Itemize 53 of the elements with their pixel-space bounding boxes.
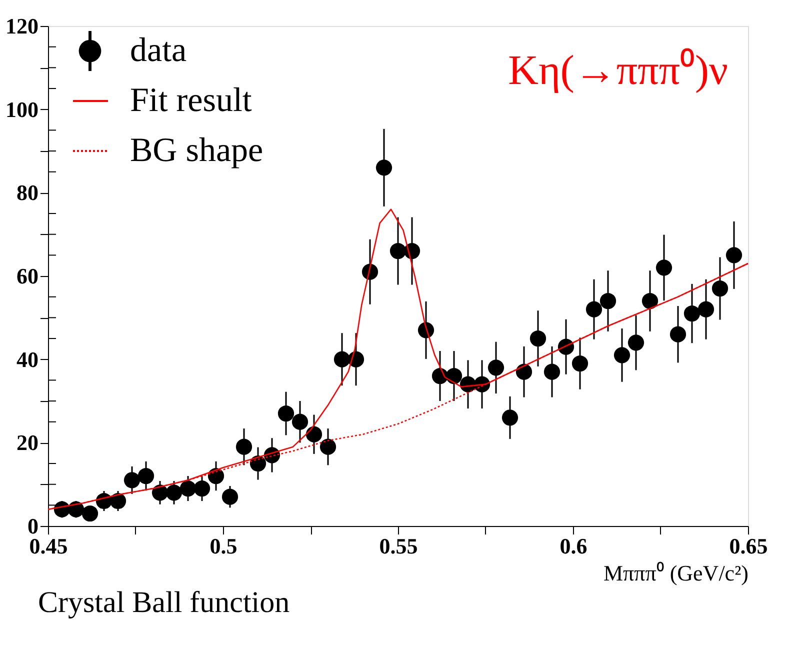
point xyxy=(404,242,420,260)
point xyxy=(670,326,686,342)
point xyxy=(110,492,126,510)
point xyxy=(138,468,154,484)
point xyxy=(390,242,406,260)
point xyxy=(306,426,322,442)
point xyxy=(180,480,196,497)
point xyxy=(726,247,742,264)
y-tick-label: 100 xyxy=(6,96,38,122)
point xyxy=(320,438,336,455)
point xyxy=(628,334,644,351)
point xyxy=(712,280,728,297)
point xyxy=(334,351,350,368)
point xyxy=(586,301,602,318)
legend-label: BG shape xyxy=(130,132,264,169)
point xyxy=(558,338,574,355)
point xyxy=(530,330,546,347)
x-tick-label: 0.5 xyxy=(210,534,238,558)
x-tick-label: 0.6 xyxy=(560,534,588,558)
y-tick-label: 60 xyxy=(16,264,38,288)
point xyxy=(642,292,658,310)
point xyxy=(348,351,364,368)
point xyxy=(656,260,672,276)
legend-label: Fit result xyxy=(130,82,252,119)
point xyxy=(292,414,308,430)
annotation: Kη(→πππ⁰)ν xyxy=(508,48,728,94)
point xyxy=(376,160,392,176)
point xyxy=(684,305,700,322)
text: Crystal Ball function xyxy=(38,586,290,619)
point xyxy=(194,480,210,497)
legend-label: data xyxy=(130,32,187,69)
y-tick-label: 40 xyxy=(16,346,38,372)
point xyxy=(614,347,630,364)
point xyxy=(82,505,98,522)
point xyxy=(516,364,532,380)
point xyxy=(278,405,294,422)
x-axis-title: Mπππ⁰ (GeV/c²) xyxy=(603,560,748,586)
point xyxy=(446,368,462,384)
point xyxy=(166,484,182,501)
y-tick-label: 120 xyxy=(6,14,38,38)
y-tick-label: 20 xyxy=(16,430,38,456)
point xyxy=(544,364,560,380)
point xyxy=(502,410,518,426)
point xyxy=(600,292,616,310)
point xyxy=(572,355,588,372)
y-tick-label: 80 xyxy=(16,180,38,206)
point xyxy=(698,301,714,318)
point xyxy=(236,438,252,455)
point xyxy=(488,360,504,376)
point xyxy=(222,488,238,505)
x-tick-label: 0.55 xyxy=(379,534,418,558)
point xyxy=(124,472,140,488)
x-tick-label: 0.65 xyxy=(729,534,768,558)
